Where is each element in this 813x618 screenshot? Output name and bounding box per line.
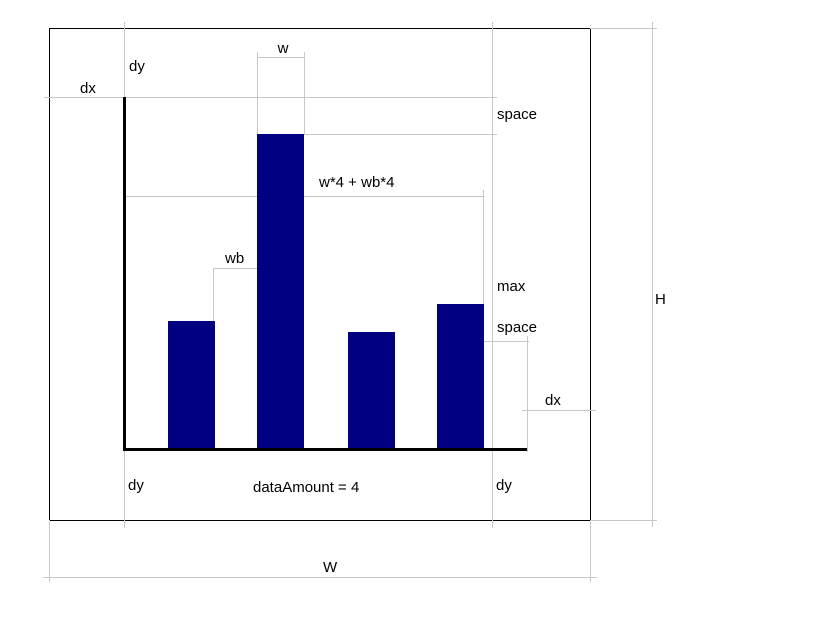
- space-top-label: space: [497, 106, 537, 123]
- wb-label: wb: [224, 250, 244, 267]
- dimension-guides: [43, 22, 657, 582]
- width-label: W: [323, 559, 338, 576]
- bar-4: [437, 304, 484, 450]
- bar-3: [348, 332, 395, 450]
- dy-top-label: dy: [129, 58, 145, 75]
- bar-1: [168, 321, 215, 450]
- height-label: H: [655, 291, 666, 308]
- data-amount-label: dataAmount = 4: [253, 479, 359, 496]
- dx-right-label: dx: [545, 392, 561, 409]
- space-right-label: space: [497, 319, 537, 336]
- max-label: max: [497, 278, 526, 295]
- outer-frame: [49, 28, 591, 521]
- dx-left-label: dx: [80, 80, 96, 97]
- dy-bottom-left-label: dy: [128, 477, 144, 494]
- bar-2: [257, 134, 304, 450]
- w-label: w: [277, 40, 289, 57]
- bars: [168, 134, 484, 450]
- dy-bottom-right-label: dy: [496, 477, 512, 494]
- bars-total-label: w*4 + wb*4: [318, 174, 394, 191]
